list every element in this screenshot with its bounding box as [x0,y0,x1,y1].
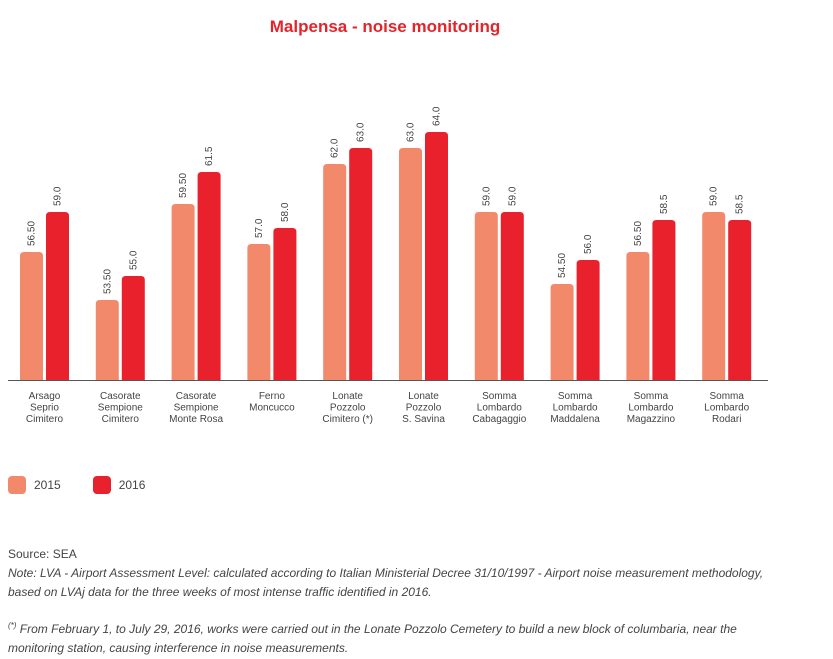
legend-swatch-2015 [8,476,26,494]
x-tick-label-6-0: Somma [482,391,517,402]
bar-2016-4 [349,148,373,380]
bar-2015-7 [550,284,574,380]
value-label-2016-2: 61.5 [204,146,215,166]
value-label-2015-7: 54.50 [557,253,568,278]
x-tick-label-5-0: Lonate [408,391,439,402]
x-tick-label-5-1: Pozzolo [406,403,442,414]
footnote-text: From February 1, to July 29, 2016, works… [8,622,737,655]
value-label-2016-3: 58.0 [280,202,291,222]
x-tick-label-2-0: Casorate [176,391,217,402]
x-tick-label-3-0: Ferno [259,391,286,402]
footnote-mark: (*) [8,621,17,630]
bar-2016-6 [500,212,524,380]
legend-label-2015: 2015 [34,478,61,492]
x-tick-label-5-2: S. Savina [402,414,445,425]
x-tick-label-6-2: Cabagaggio [472,414,526,425]
footnote: (*) From February 1, to July 29, 2016, w… [8,616,778,658]
value-label-2016-9: 58.5 [735,194,746,214]
bar-2016-3 [273,228,297,380]
chart-title: Malpensa - noise monitoring [269,17,501,36]
value-label-2015-1: 53.50 [102,269,113,294]
value-label-2016-5: 64.0 [432,106,443,126]
value-label-2015-6: 59.0 [481,186,492,206]
bar-2016-0 [46,212,69,380]
bars-group [20,132,752,380]
notes-section: Source: SEA Note: LVA - Airport Assessme… [8,545,778,658]
note-text: Note: LVA - Airport Assessment Level: ca… [8,566,764,599]
x-tick-label-0-0: Arsago [29,391,61,402]
bar-2016-1 [121,276,145,380]
value-label-2015-5: 63.0 [406,122,417,142]
bar-2015-1 [95,300,119,380]
bar-2015-2 [171,204,195,380]
x-tick-label-8-1: Lombardo [628,403,673,414]
x-tick-label-4-1: Pozzolo [330,403,366,414]
bar-2015-3 [247,244,271,380]
x-tick-label-3-1: Moncucco [249,403,295,414]
x-tick-label-8-0: Somma [634,391,669,402]
x-tick-label-8-2: Magazzino [627,414,676,425]
value-label-2015-0: 56.50 [27,221,38,246]
value-label-2016-6: 59.0 [507,186,518,206]
value-label-2015-3: 57.0 [254,218,265,238]
x-tick-label-9-2: Rodari [712,414,741,425]
bar-2016-8 [652,220,676,380]
value-label-2016-8: 58.5 [659,194,670,214]
value-label-2016-7: 56.0 [583,234,594,254]
bar-2015-4 [323,164,347,380]
bar-2016-9 [728,220,752,380]
legend-item-2016: 2016 [92,476,146,494]
value-label-2015-9: 59.0 [709,186,720,206]
bar-2016-7 [576,260,600,380]
x-tick-label-0-1: Seprio [30,403,59,414]
x-tick-label-1-0: Casorate [100,391,141,402]
x-tick-label-2-1: Sempione [174,403,219,414]
bar-2016-5 [425,132,448,380]
x-tick-label-9-0: Somma [709,391,744,402]
bar-chart: 56.50 59.0 53.50 55.0 59.50 61.5 57.0 58.0 62.0 6… [8,106,768,425]
x-tick-label-7-1: Lombardo [553,403,598,414]
value-label-2016-1: 55.0 [128,250,139,270]
bar-2016-2 [197,172,221,380]
x-tick-label-4-2: Cimitero (*) [322,414,373,425]
x-tick-label-1-1: Sempione [98,403,143,414]
legend: 2015 2016 [8,476,177,494]
legend-swatch-2016 [92,476,111,494]
bar-2015-0 [20,252,43,380]
value-label-2015-8: 56.50 [633,221,644,246]
x-tick-label-9-1: Lombardo [704,403,749,414]
x-tick-label-4-0: Lonate [332,391,363,402]
value-label-2016-4: 63.0 [356,122,367,142]
x-tick-label-7-2: Maddalena [550,414,600,425]
value-labels-group: 56.50 59.0 53.50 55.0 59.50 61.5 57.0 58.0 62.0 6… [27,106,746,294]
bar-2015-5 [399,148,422,380]
legend-item-2015: 2015 [8,476,61,494]
x-tick-label-0-2: Cimitero [26,414,64,425]
bar-2015-6 [474,212,498,380]
value-label-2015-4: 62.0 [330,138,341,158]
x-tick-label-1-2: Cimitero [102,414,140,425]
bar-2015-8 [626,252,650,380]
x-tick-label-6-1: Lombardo [477,403,522,414]
legend-label-2016: 2016 [118,478,146,492]
value-label-2016-0: 59.0 [53,186,64,206]
x-tick-label-2-2: Monte Rosa [169,414,223,425]
x-tick-label-7-0: Somma [558,391,593,402]
bar-2015-9 [702,212,726,380]
source-text: Source: SEA [8,547,77,561]
value-label-2015-2: 59.50 [178,173,189,198]
x-tick-labels-group: ArsagoSeprioCimiteroCasorateSempioneCimi… [26,391,750,425]
